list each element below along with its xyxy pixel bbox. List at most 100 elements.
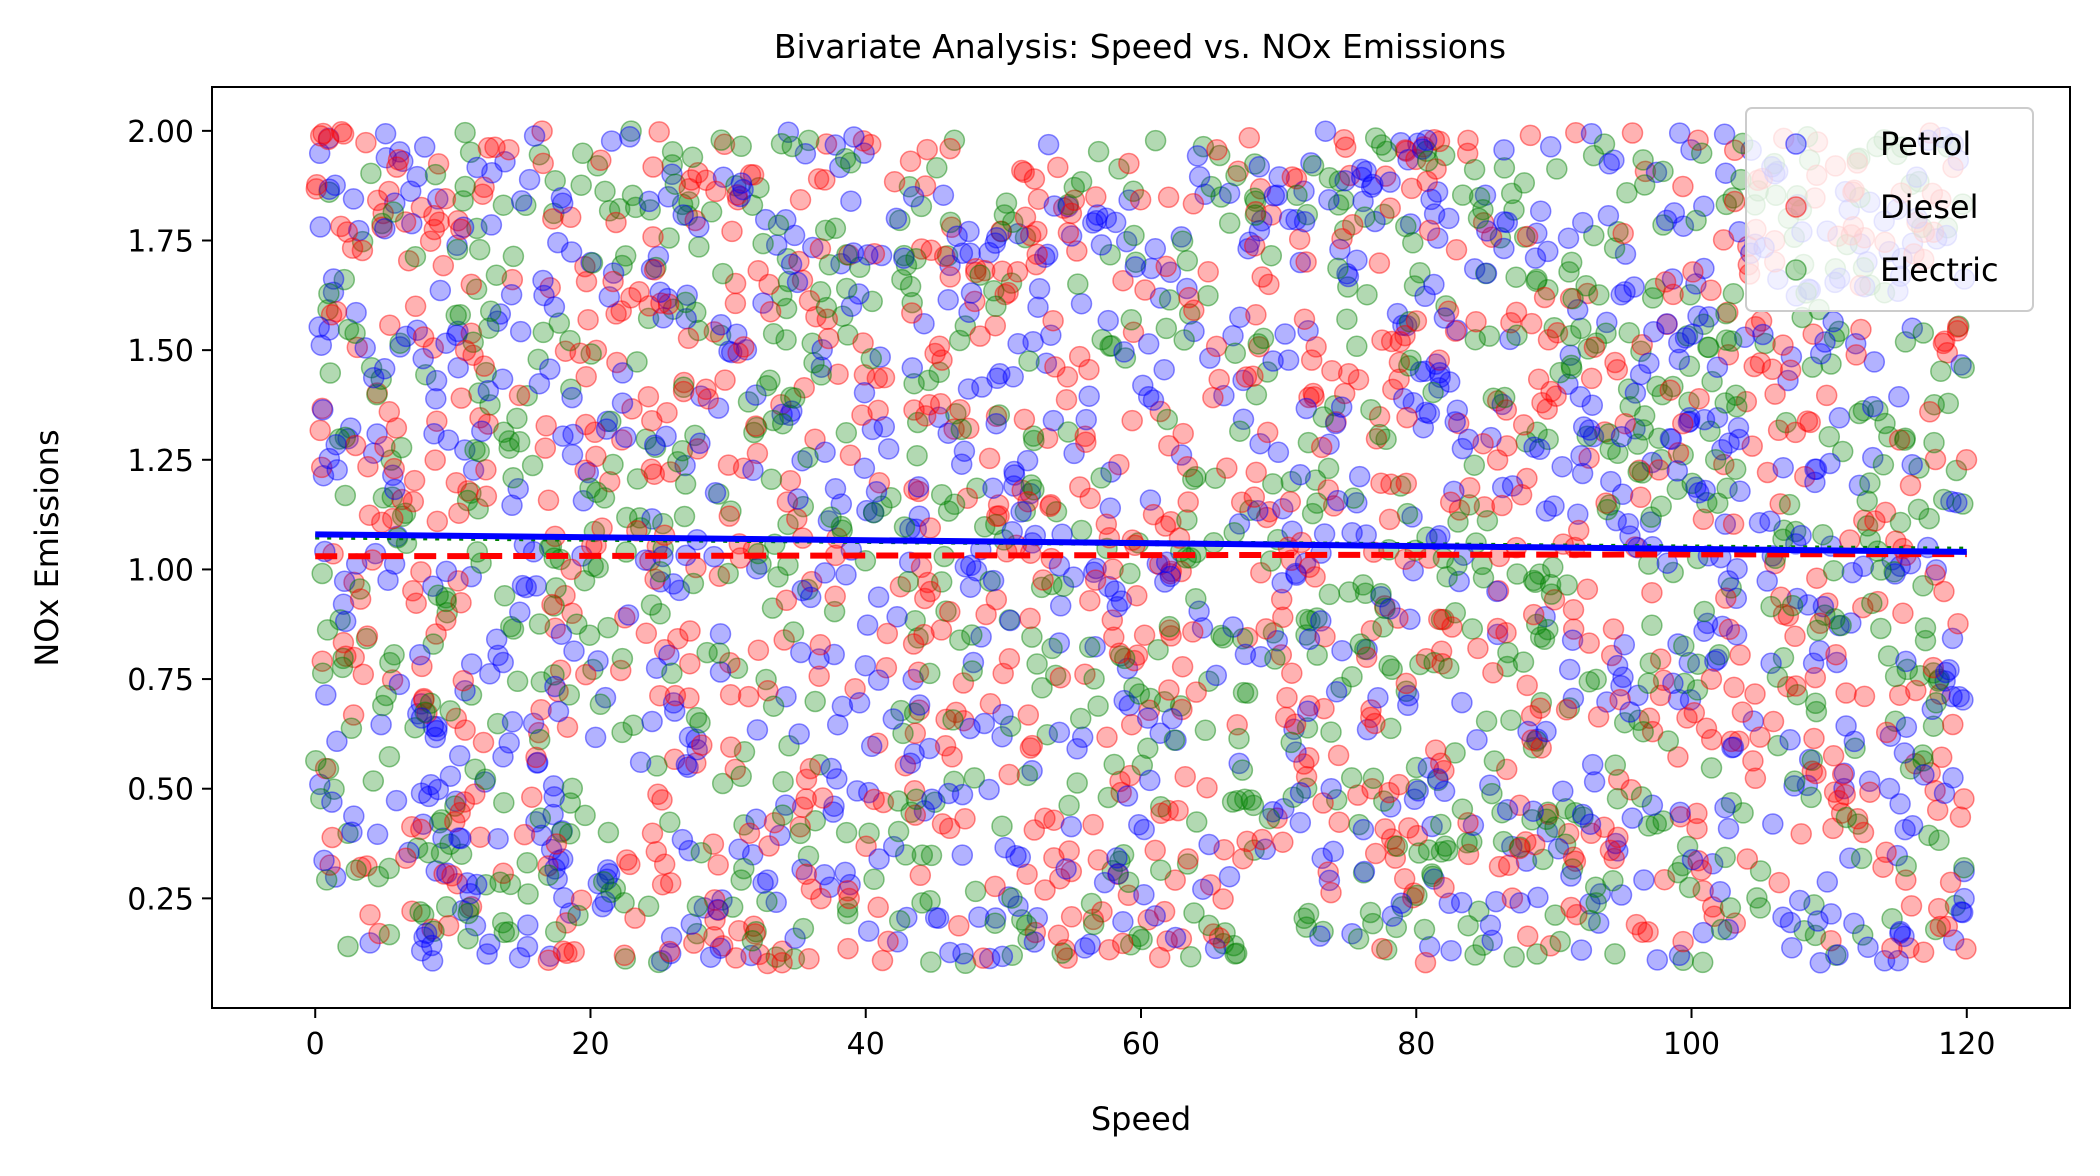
point-diesel xyxy=(1425,158,1447,180)
point-petrol xyxy=(551,848,574,870)
point-diesel xyxy=(1784,625,1806,648)
point-diesel xyxy=(1144,839,1166,862)
point-electric xyxy=(684,424,706,447)
point-petrol xyxy=(870,244,893,267)
point-petrol xyxy=(426,715,448,738)
point-electric xyxy=(1354,582,1377,605)
point-diesel xyxy=(343,646,365,669)
point-diesel xyxy=(1120,713,1143,736)
point-diesel xyxy=(1796,410,1819,432)
point-petrol xyxy=(1016,449,1039,472)
point-petrol xyxy=(312,464,335,487)
point-electric xyxy=(593,487,616,509)
point-petrol xyxy=(913,312,935,335)
point-diesel xyxy=(883,170,906,193)
point-diesel xyxy=(403,469,426,492)
point-diesel xyxy=(1686,817,1708,840)
point-electric xyxy=(943,770,965,793)
point-petrol xyxy=(1840,612,1862,634)
point-diesel xyxy=(1394,139,1417,161)
point-petrol xyxy=(544,675,566,698)
point-electric xyxy=(1021,626,1043,648)
point-diesel xyxy=(1631,333,1653,356)
point-electric xyxy=(1359,901,1382,924)
point-electric xyxy=(905,248,927,270)
point-electric xyxy=(889,209,911,232)
point-petrol xyxy=(1643,320,1665,343)
point-diesel xyxy=(904,722,927,745)
point-diesel xyxy=(673,371,695,394)
point-petrol xyxy=(1232,408,1255,431)
point-diesel xyxy=(1060,906,1083,928)
point-petrol xyxy=(902,185,925,208)
point-electric xyxy=(1613,711,1636,734)
point-electric xyxy=(637,895,660,918)
point-electric xyxy=(1912,322,1935,344)
point-electric xyxy=(1123,224,1145,247)
point-diesel xyxy=(1395,472,1418,495)
point-petrol xyxy=(655,425,677,448)
point-diesel xyxy=(1320,881,1342,904)
point-petrol xyxy=(1188,600,1210,623)
point-diesel xyxy=(964,290,986,313)
point-electric xyxy=(1650,495,1672,517)
point-petrol xyxy=(1251,210,1273,232)
point-petrol xyxy=(1426,227,1449,249)
point-diesel xyxy=(1298,556,1321,578)
point-diesel xyxy=(907,661,930,683)
point-diesel xyxy=(808,665,830,687)
point-electric xyxy=(1318,167,1341,189)
point-petrol xyxy=(1696,612,1719,635)
point-diesel xyxy=(1159,562,1182,585)
point-petrol xyxy=(1355,160,1377,183)
point-electric xyxy=(804,690,826,713)
point-petrol xyxy=(1086,204,1109,226)
point-petrol xyxy=(660,926,683,949)
point-diesel xyxy=(965,261,987,284)
point-electric xyxy=(1722,282,1745,305)
point-diesel xyxy=(902,633,925,655)
point-electric xyxy=(1421,863,1443,885)
point-electric xyxy=(1149,859,1172,881)
point-petrol xyxy=(1580,122,1603,145)
point-diesel xyxy=(537,855,559,877)
point-petrol xyxy=(867,586,890,608)
point-electric xyxy=(1347,928,1370,950)
point-petrol xyxy=(1780,345,1803,368)
point-diesel xyxy=(814,169,836,191)
point-petrol xyxy=(1099,497,1122,519)
point-diesel xyxy=(758,273,780,296)
point-petrol xyxy=(1566,299,1589,321)
point-diesel xyxy=(477,137,500,159)
point-electric xyxy=(1375,939,1398,961)
point-petrol xyxy=(775,794,797,816)
point-diesel xyxy=(1428,130,1451,153)
point-electric xyxy=(1282,786,1304,808)
point-diesel xyxy=(1448,499,1471,521)
point-petrol xyxy=(726,323,748,345)
point-petrol xyxy=(1660,428,1683,451)
point-petrol xyxy=(1159,565,1182,588)
point-diesel xyxy=(1293,753,1315,775)
point-diesel xyxy=(647,783,669,806)
point-electric xyxy=(1828,320,1850,343)
point-petrol xyxy=(456,872,479,894)
point-petrol xyxy=(1379,796,1402,818)
point-electric xyxy=(1296,717,1319,739)
point-petrol xyxy=(1267,441,1290,464)
point-electric xyxy=(893,244,915,267)
point-diesel xyxy=(1109,770,1131,793)
point-petrol xyxy=(984,232,1007,254)
point-electric xyxy=(836,243,858,266)
point-diesel xyxy=(727,188,749,211)
point-diesel xyxy=(411,655,433,678)
point-petrol xyxy=(1639,511,1662,533)
point-petrol xyxy=(1113,689,1135,712)
point-petrol xyxy=(454,439,476,461)
point-petrol xyxy=(1852,555,1875,578)
point-electric xyxy=(1083,668,1105,690)
point-petrol xyxy=(1060,225,1083,247)
point-petrol xyxy=(1820,903,1842,925)
point-electric xyxy=(332,647,354,670)
point-diesel xyxy=(1744,683,1766,705)
